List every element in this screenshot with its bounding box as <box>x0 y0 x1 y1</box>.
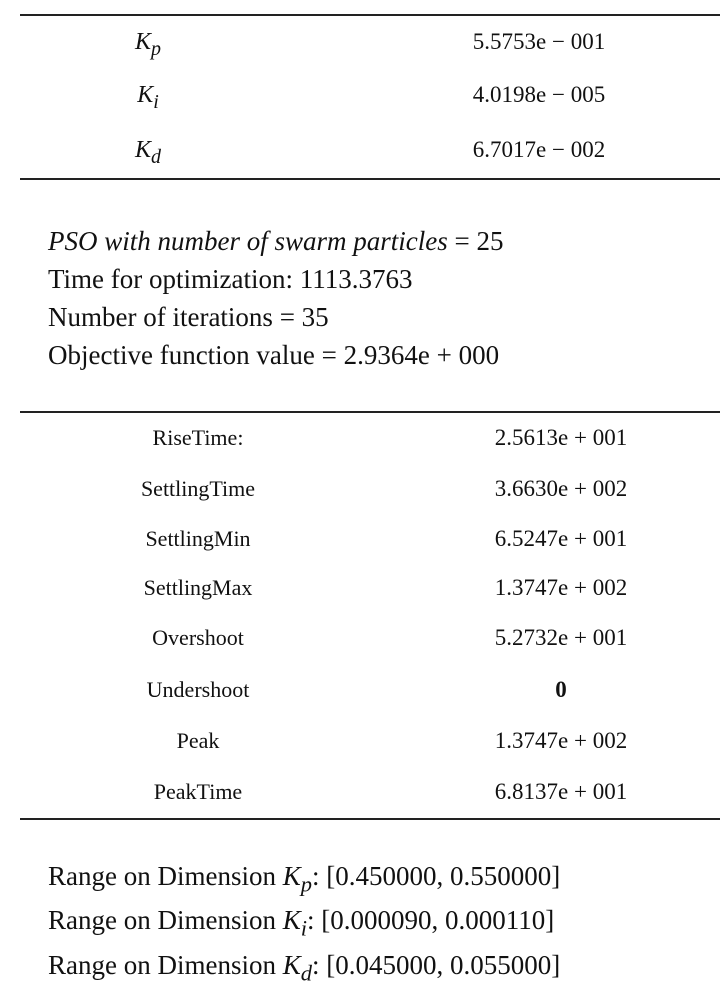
table-row: RiseTime: 2.5613e + 001 <box>20 418 720 458</box>
gain-symbol: Ki <box>137 82 159 113</box>
iterations-line: Number of iterations = 35 <box>48 302 329 332</box>
metric-value: 3.6630e + 002 <box>494 476 628 501</box>
table-top-rule <box>20 411 720 413</box>
gain-value: 4.0198e − 005 <box>472 82 606 107</box>
metric-value: 0 <box>555 677 567 702</box>
table-row: Overshoot 5.2732e + 001 <box>20 618 720 658</box>
metric-label: PeakTime <box>153 779 243 804</box>
metric-value: 6.5247e + 001 <box>494 526 628 551</box>
metric-label: SettlingMin <box>145 526 251 551</box>
metric-label: SettlingTime <box>140 476 256 501</box>
metric-value: 6.8137e + 001 <box>494 779 628 804</box>
metric-value: 1.3747e + 002 <box>494 575 628 600</box>
objective-value-line: Objective function value = 2.9364e + 000 <box>48 340 500 370</box>
metric-label: RiseTime: <box>152 425 244 450</box>
metric-label: Undershoot <box>146 677 250 702</box>
metric-value: 1.3747e + 002 <box>494 728 628 753</box>
table-row: SettlingMin 6.5247e + 001 <box>20 519 720 559</box>
table-row: Kd 6.7017e − 002 <box>20 130 720 170</box>
metric-value: 5.2732e + 001 <box>494 625 628 650</box>
gain-value: 6.7017e − 002 <box>472 137 606 162</box>
optimization-time-line: Time for optimization: 1113.3763 <box>48 264 413 294</box>
table-top-rule <box>20 14 720 16</box>
table-row: Undershoot 0 <box>20 670 720 710</box>
table-bottom-rule <box>20 178 720 180</box>
metric-label: Overshoot <box>152 625 244 650</box>
table-row: Peak 1.3747e + 002 <box>20 721 720 761</box>
metric-label: Peak <box>176 728 220 753</box>
metric-value: 2.5613e + 001 <box>494 425 628 450</box>
table-row: PeakTime 6.8137e + 001 <box>20 772 720 812</box>
table-row: Kp 5.5753e − 001 <box>20 22 720 62</box>
range-line: Range on Dimension Kp: [0.450000, 0.5500… <box>48 861 561 897</box>
ranges-block: Range on Dimension Kp: [0.450000, 0.5500… <box>48 858 560 991</box>
range-line: Range on Dimension Kd: [0.045000, 0.0550… <box>48 949 561 986</box>
table-row: SettlingMax 1.3747e + 002 <box>20 568 720 608</box>
metric-label: SettlingMax <box>143 575 253 600</box>
table-row: Ki 4.0198e − 005 <box>20 75 720 115</box>
gain-symbol: Kp <box>134 29 161 60</box>
table-row: SettlingTime 3.6630e + 002 <box>20 469 720 509</box>
gain-value: 5.5753e − 001 <box>472 29 606 54</box>
gain-symbol: Kd <box>134 137 161 168</box>
pso-particles-line: PSO with number of swarm particles = 25 <box>48 226 504 256</box>
range-line: Range on Dimension Ki: [0.000090, 0.0001… <box>48 905 555 941</box>
table-bottom-rule <box>20 818 720 820</box>
pso-info: PSO with number of swarm particles = 25 … <box>48 222 504 374</box>
